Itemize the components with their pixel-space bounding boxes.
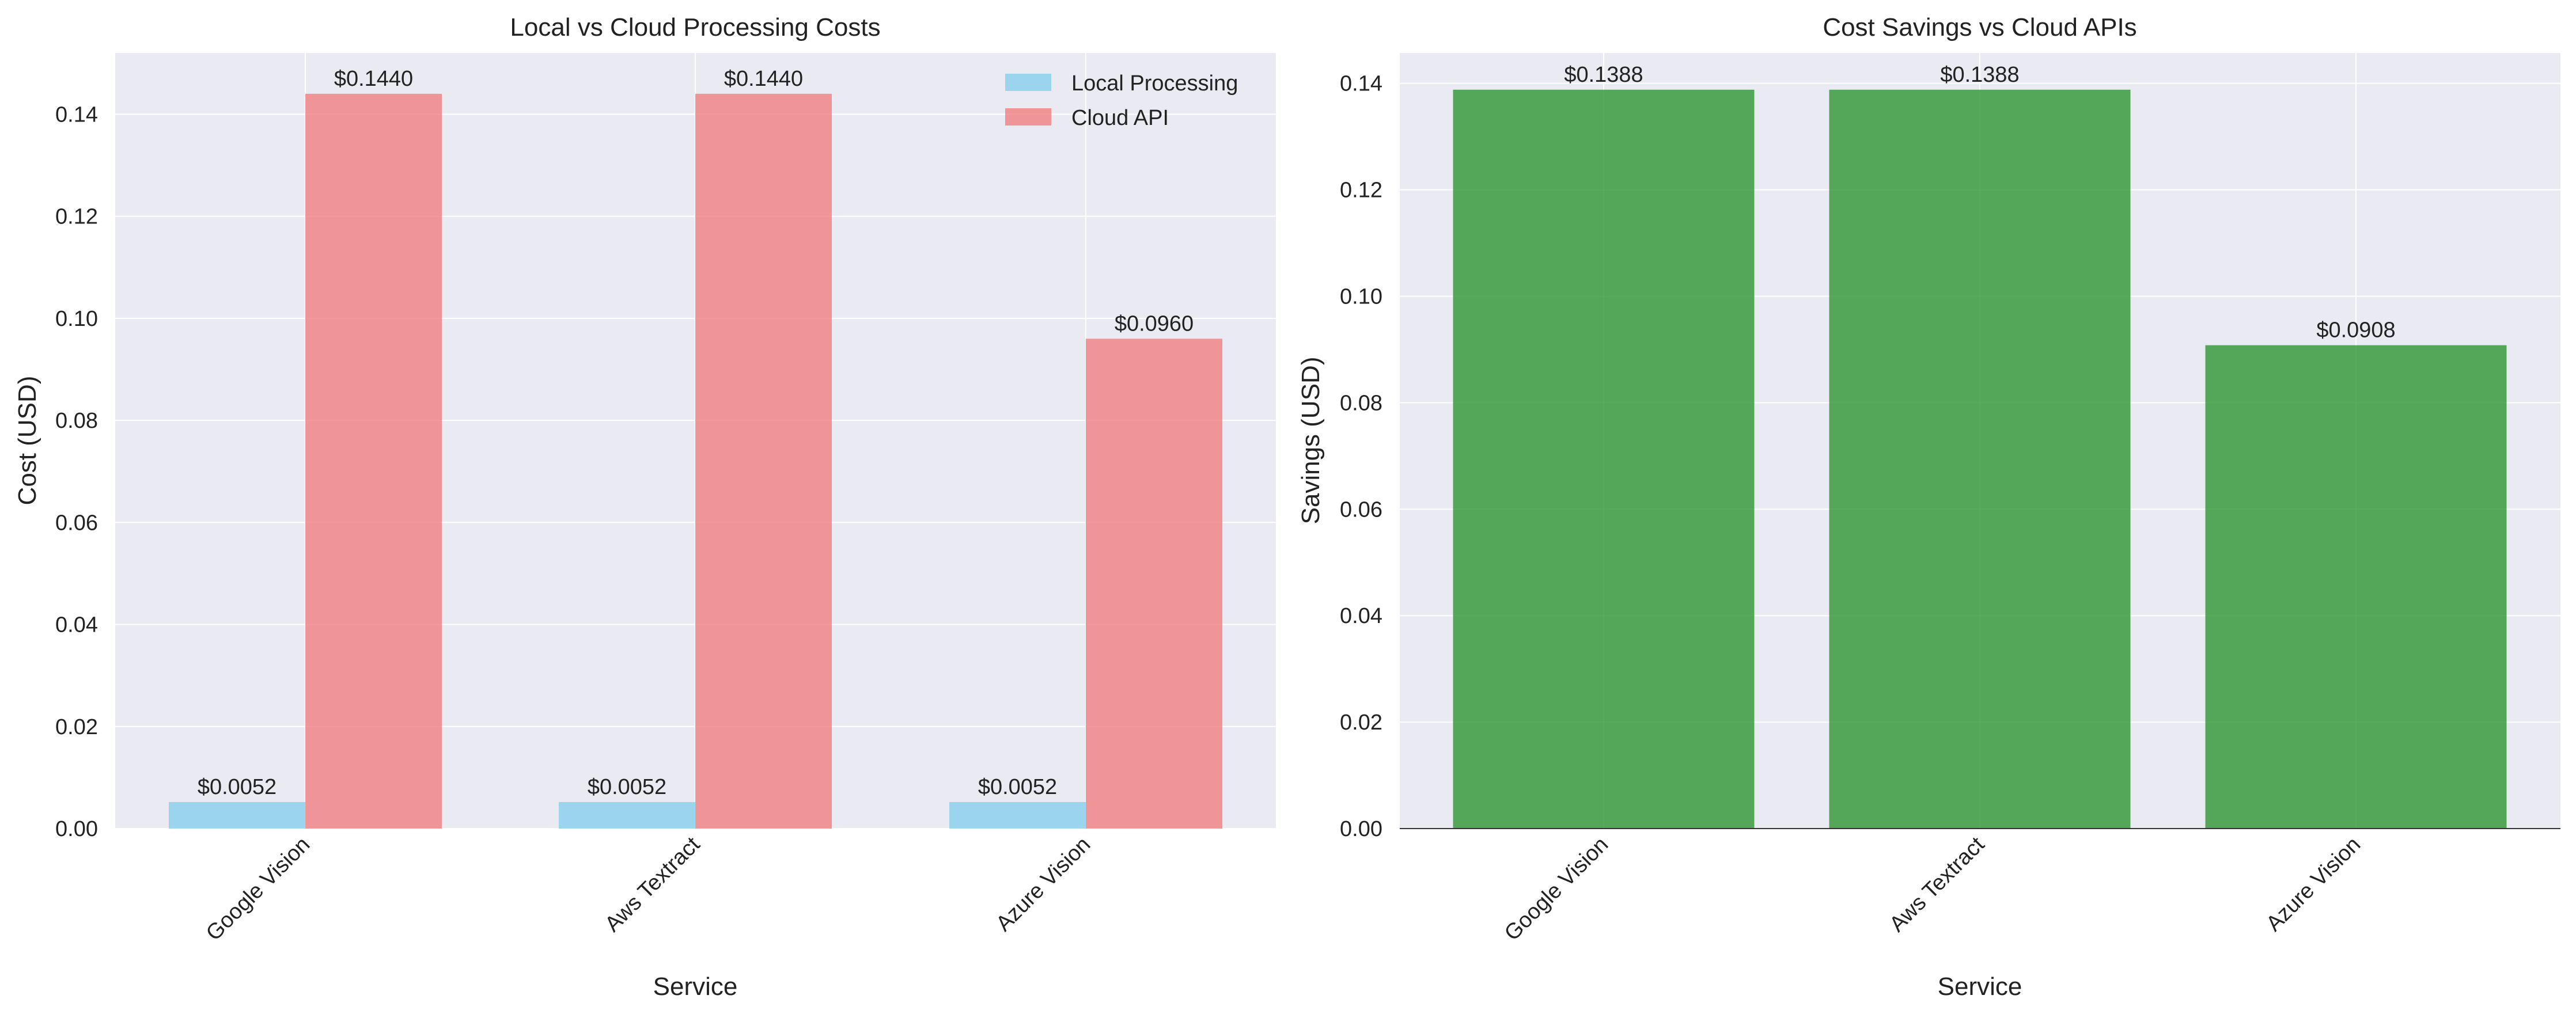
x-tick-label: Google Vision	[202, 833, 315, 946]
y-tick-label: 0.04	[1340, 604, 1382, 628]
data-label: $0.0052	[198, 775, 276, 799]
y-tick-label: 0.06	[55, 511, 98, 535]
legend: Local Processing Cloud API	[1005, 71, 1238, 130]
bar-savings	[2205, 345, 2507, 829]
bar-local-processing	[559, 802, 695, 829]
y-tick-label: 0.12	[1340, 178, 1382, 203]
y-tick-label: 0.14	[55, 102, 98, 127]
x-tick-label: Aws Textract	[600, 832, 704, 936]
x-axis-label-right: Service	[1938, 973, 2022, 1001]
legend-label-local: Local Processing	[1071, 71, 1238, 96]
y-tick-label: 0.00	[55, 817, 98, 841]
y-tick-label: 0.10	[1340, 284, 1382, 309]
x-ticks-right: Google Vision Aws Textract Azure Vision	[1500, 832, 2366, 945]
y-ticks-right: 0.00 0.02 0.04 0.06 0.08 0.10 0.12 0.14	[1340, 72, 1382, 841]
y-tick-label: 0.02	[55, 715, 98, 739]
x-axis-label-left: Service	[653, 973, 738, 1001]
data-label: $0.0908	[2316, 318, 2395, 343]
y-tick-label: 0.12	[55, 205, 98, 229]
y-axis-label-left: Cost (USD)	[13, 376, 41, 506]
bar-cloud-api	[305, 93, 442, 829]
y-tick-label: 0.04	[55, 613, 98, 637]
legend-swatch-local	[1005, 74, 1051, 91]
y-ticks-left: 0.00 0.02 0.04 0.06 0.08 0.10 0.12 0.14	[55, 102, 98, 841]
y-tick-label: 0.14	[1340, 72, 1382, 96]
data-label: $0.1440	[724, 67, 803, 91]
x-tick-label: Aws Textract	[1885, 832, 1989, 936]
bar-savings	[1829, 89, 2131, 829]
data-label: $0.1440	[334, 67, 413, 91]
y-tick-label: 0.08	[55, 409, 98, 433]
y-tick-label: 0.06	[1340, 497, 1382, 522]
bar-savings	[1453, 89, 1755, 829]
x-tick-label: Google Vision	[1500, 833, 1613, 946]
chart-title-right: Cost Savings vs Cloud APIs	[1823, 13, 2136, 41]
x-tick-label: Azure Vision	[991, 833, 1095, 936]
bar-local-processing	[949, 802, 1086, 829]
data-label: $0.1388	[1940, 63, 2019, 87]
y-tick-label: 0.02	[1340, 711, 1382, 735]
chart-left: $0.0052 $0.0052 $0.0052 $0.1440 $0.1440 $0.09…	[13, 13, 1276, 1001]
data-label: $0.0052	[588, 775, 666, 799]
bars-right	[1453, 89, 2507, 829]
bar-cloud-api	[1086, 339, 1222, 829]
y-tick-label: 0.08	[1340, 391, 1382, 415]
data-label: $0.0960	[1115, 312, 1194, 336]
chart-title-left: Local vs Cloud Processing Costs	[510, 13, 880, 41]
data-label: $0.1388	[1564, 63, 1643, 87]
data-label: $0.0052	[978, 775, 1057, 799]
x-tick-label: Azure Vision	[2261, 833, 2365, 936]
y-axis-label-right: Savings (USD)	[1297, 357, 1325, 525]
bar-local-processing	[169, 802, 305, 829]
y-tick-label: 0.00	[1340, 817, 1382, 841]
bar-cloud-api	[695, 93, 832, 829]
data-labels-left: $0.0052 $0.0052 $0.0052 $0.1440 $0.1440 $0.09…	[198, 67, 1194, 799]
x-ticks-left: Google Vision Aws Textract Azure Vision	[202, 832, 1096, 945]
chart-right: $0.1388 $0.1388$0.0908 0.000.020.040.060.…	[1297, 13, 2560, 1001]
data-labels-right: $0.1388 $0.1388 $0.0908	[1564, 63, 2395, 343]
legend-label-cloud: Cloud API	[1071, 106, 1169, 130]
y-tick-label: 0.10	[55, 307, 98, 331]
bars-left	[169, 93, 1222, 829]
legend-swatch-cloud	[1005, 108, 1051, 126]
